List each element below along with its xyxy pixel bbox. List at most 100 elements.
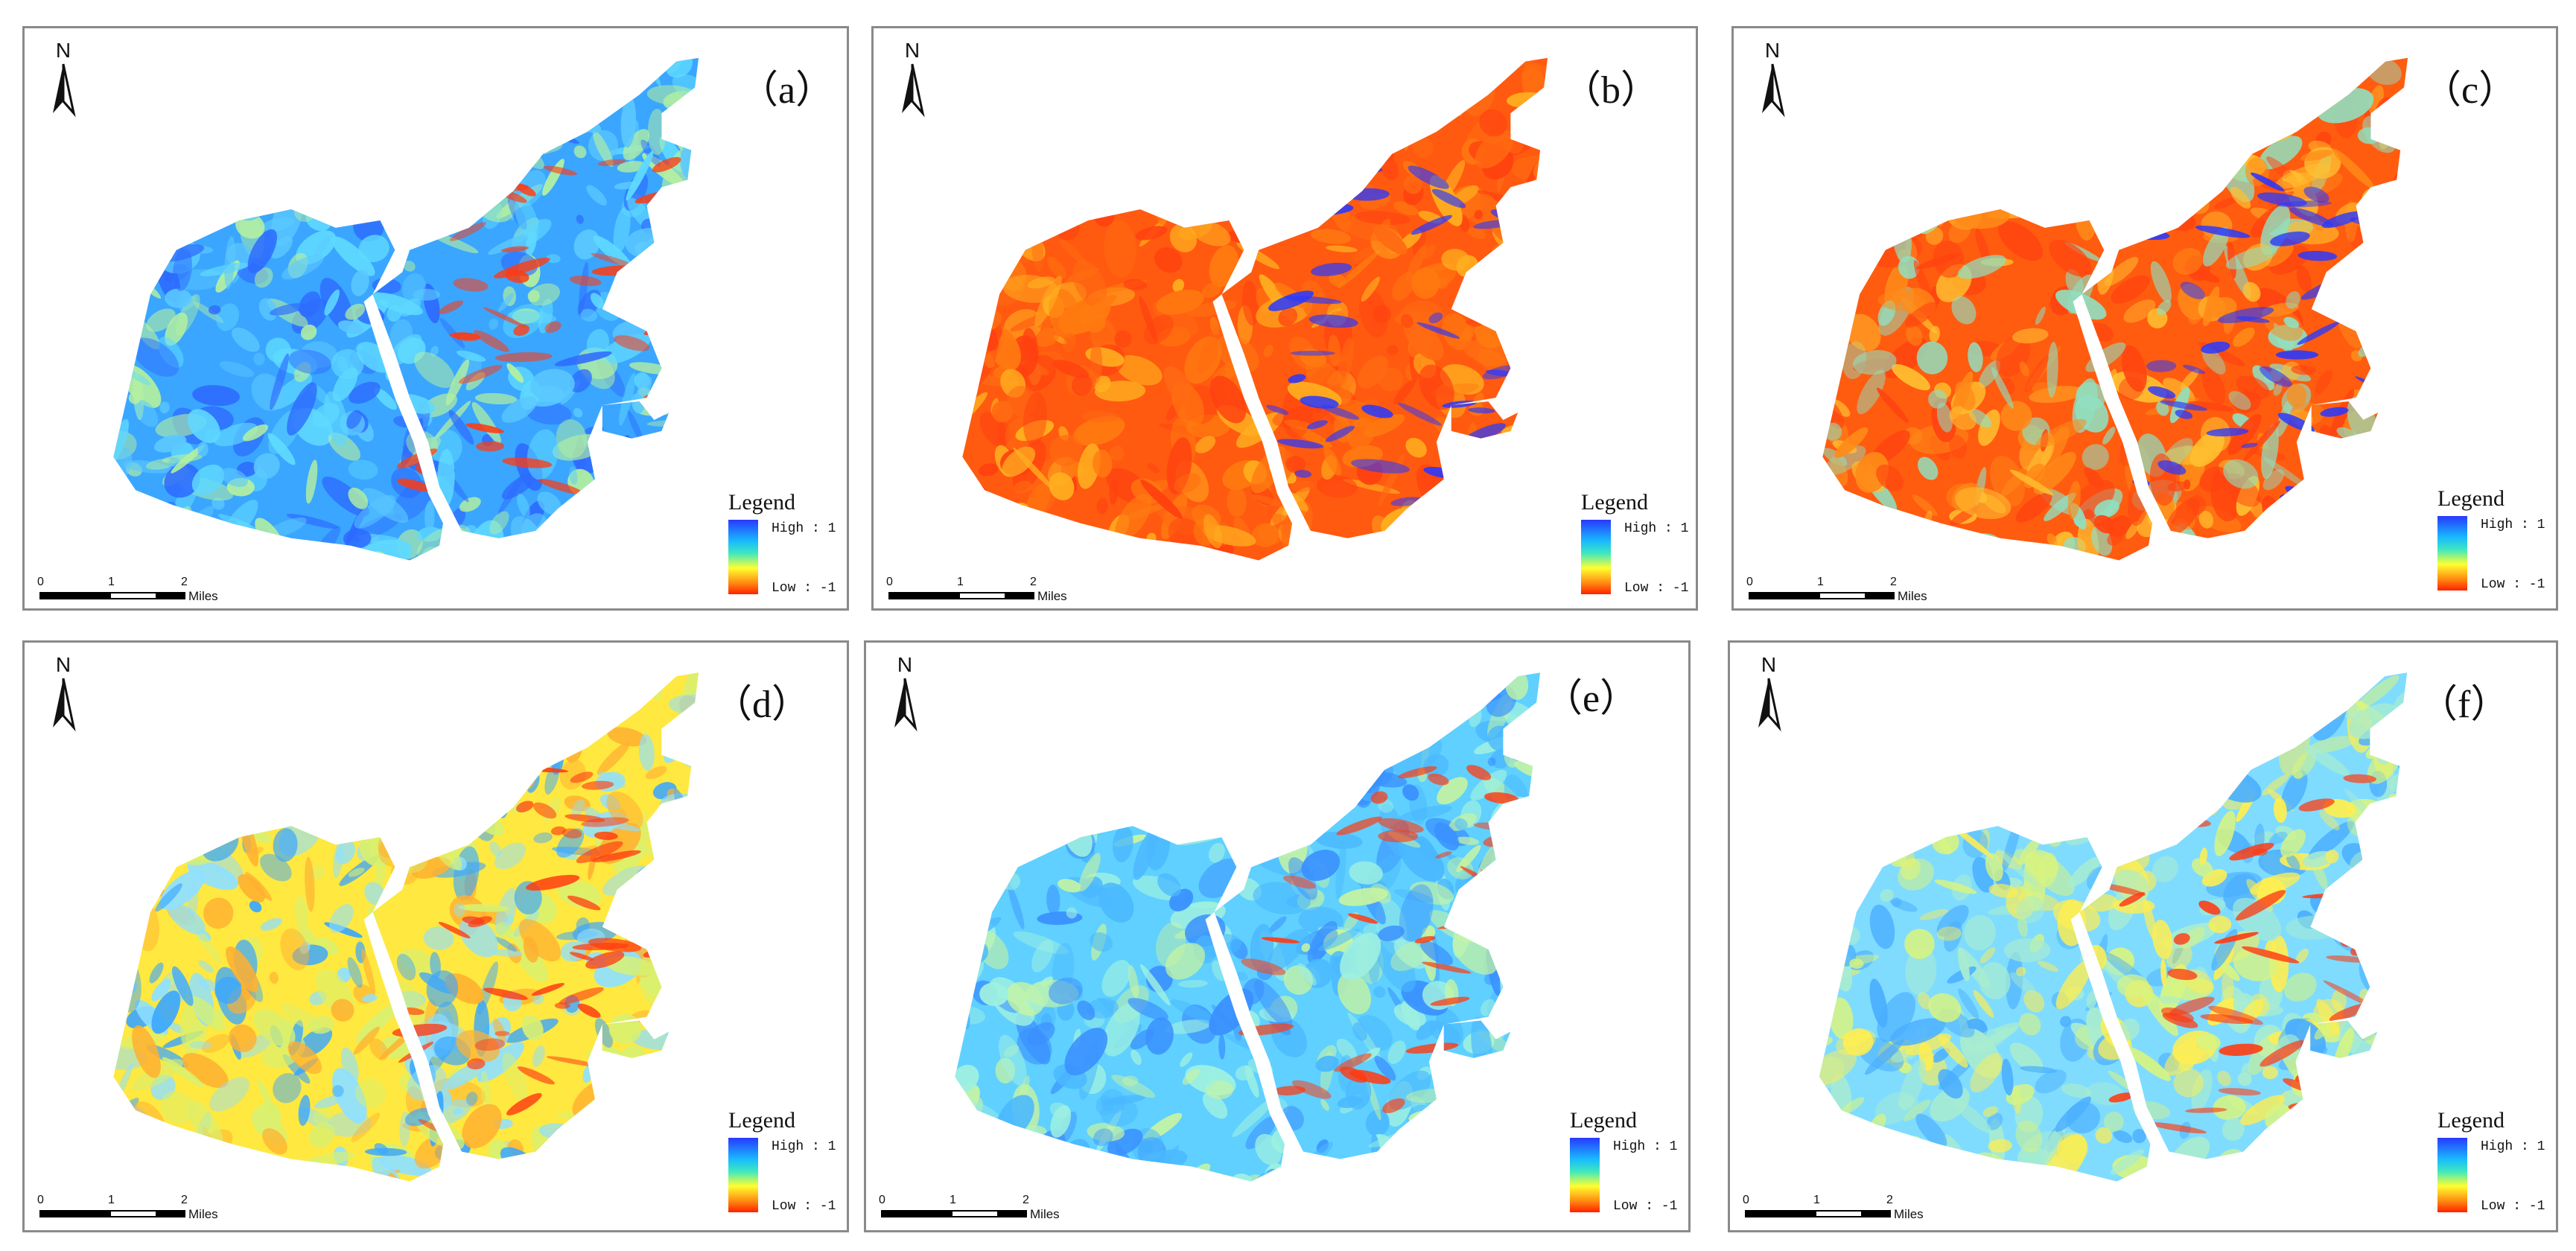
north-arrow-icon: N xyxy=(1746,653,1791,735)
scale-bar-segment-2 xyxy=(1819,592,1866,599)
legend: Legend High : 1 Low : -1 xyxy=(2437,486,2556,598)
panel-label: （d） xyxy=(713,684,811,726)
scale-bar-segment-1 xyxy=(1749,592,1820,599)
scale-tick-0: 0 xyxy=(37,576,44,588)
legend-high-label: High : 1 xyxy=(772,521,836,536)
scale-tick-0: 0 xyxy=(1743,1194,1749,1206)
land-raster xyxy=(1822,57,2408,561)
legend-low-label: Low : -1 xyxy=(772,581,836,596)
scale-bar: 0 1 2 Miles xyxy=(34,576,257,608)
scale-bar-segment-3 xyxy=(997,1210,1027,1217)
north-label: N xyxy=(1764,39,1781,62)
panel-label: （b） xyxy=(1562,69,1660,112)
north-label: N xyxy=(1761,653,1777,676)
north-label: N xyxy=(897,653,913,676)
legend-title: Legend xyxy=(728,490,795,515)
river-channel xyxy=(363,911,462,1159)
north-label: N xyxy=(904,39,920,62)
scale-tick-2: 2 xyxy=(1030,576,1037,588)
legend-low-label: Low : -1 xyxy=(2481,577,2545,592)
legend-color-ramp xyxy=(1581,520,1611,594)
river-channel xyxy=(363,294,462,538)
scale-tick-0: 0 xyxy=(1746,576,1753,588)
study-area-map xyxy=(113,672,699,1182)
legend-title: Legend xyxy=(728,1108,795,1133)
scale-bar-segment-2 xyxy=(109,592,157,599)
legend-high-label: High : 1 xyxy=(2481,1139,2545,1154)
legend-high-label: High : 1 xyxy=(2481,518,2545,532)
scale-bar-segment-1 xyxy=(39,592,111,599)
north-arrow-icon: N xyxy=(41,653,86,735)
study-area-map xyxy=(1822,57,2408,561)
land-raster xyxy=(113,672,699,1182)
map-panel-e: N （e） Legend High : 1 Low : -1 0 1 2 Mil… xyxy=(864,640,1691,1232)
scale-bar: 0 1 2 Miles xyxy=(882,576,1106,608)
scale-bar-segment-2 xyxy=(951,1210,999,1217)
legend-color-ramp xyxy=(2437,516,2467,591)
map-panel-f: N （f） Legend High : 1 Low : -1 0 1 2 Mil… xyxy=(1728,640,2558,1232)
north-arrow-icon: N xyxy=(1750,39,1795,121)
scale-tick-2: 2 xyxy=(1023,1194,1029,1206)
scale-bar: 0 1 2 Miles xyxy=(1743,576,1966,608)
scale-tick-1: 1 xyxy=(1817,576,1824,588)
north-arrow-icon: N xyxy=(882,653,927,735)
legend: Legend High : 1 Low : -1 xyxy=(2437,1108,2556,1220)
scale-bar-segment-3 xyxy=(156,1210,185,1217)
legend-color-ramp xyxy=(1570,1138,1600,1212)
legend-color-ramp xyxy=(728,520,758,594)
scale-tick-2: 2 xyxy=(1890,576,1897,588)
scale-unit: Miles xyxy=(1894,1207,1924,1221)
map-panel-d: N （d） Legend High : 1 Low : -1 0 1 2 Mil… xyxy=(22,640,849,1232)
scale-unit: Miles xyxy=(1030,1207,1060,1221)
scale-tick-2: 2 xyxy=(181,576,188,588)
study-area-map xyxy=(955,672,1541,1182)
scale-bar-segment-2 xyxy=(1815,1210,1863,1217)
river-channel xyxy=(1205,911,1303,1159)
scale-bar-segment-2 xyxy=(958,592,1006,599)
river-channel xyxy=(2073,294,2171,538)
study-area-map xyxy=(1819,672,2408,1182)
legend-low-label: Low : -1 xyxy=(2481,1199,2545,1214)
land-raster xyxy=(962,57,1548,561)
legend-color-ramp xyxy=(728,1138,758,1212)
scale-bar: 0 1 2 Miles xyxy=(875,1194,1098,1230)
north-arrow-icon: N xyxy=(890,39,935,121)
scale-bar-segment-1 xyxy=(888,592,960,599)
scale-tick-1: 1 xyxy=(950,1194,956,1206)
scale-tick-0: 0 xyxy=(886,576,893,588)
north-label: N xyxy=(55,39,71,62)
scale-tick-0: 0 xyxy=(879,1194,885,1206)
legend-title: Legend xyxy=(1581,490,1648,515)
legend-high-label: High : 1 xyxy=(1613,1139,1678,1154)
scale-unit: Miles xyxy=(1037,589,1067,603)
legend-color-ramp xyxy=(2437,1138,2467,1212)
scale-tick-2: 2 xyxy=(181,1194,188,1206)
legend-low-label: Low : -1 xyxy=(1613,1199,1678,1214)
scale-bar-segment-1 xyxy=(39,1210,111,1217)
land-raster xyxy=(1819,672,2408,1182)
scale-tick-0: 0 xyxy=(37,1194,44,1206)
legend-high-label: High : 1 xyxy=(1624,521,1689,536)
scale-bar-segment-3 xyxy=(1005,592,1034,599)
panel-label: （c） xyxy=(2423,69,2518,112)
legend-title: Legend xyxy=(2437,1108,2505,1133)
scale-bar-segment-3 xyxy=(156,592,185,599)
map-panel-a: N （a） Legend High : 1 Low : -1 0 1 2 Mil… xyxy=(22,26,849,611)
legend-low-label: Low : -1 xyxy=(772,1199,836,1214)
legend-title: Legend xyxy=(1570,1108,1637,1133)
north-arrow-icon: N xyxy=(41,39,86,121)
legend: Legend High : 1 Low : -1 xyxy=(728,490,847,602)
scale-tick-1: 1 xyxy=(1813,1194,1820,1206)
legend-high-label: High : 1 xyxy=(772,1139,836,1154)
map-panel-b: N （b） Legend High : 1 Low : -1 0 1 2 Mil… xyxy=(871,26,1698,611)
scale-tick-2: 2 xyxy=(1886,1194,1893,1206)
scale-unit: Miles xyxy=(188,589,218,603)
river-channel xyxy=(2070,911,2169,1159)
scale-unit: Miles xyxy=(1898,589,1927,603)
legend: Legend High : 1 Low : -1 xyxy=(1581,490,1696,602)
panel-label: （f） xyxy=(2419,684,2510,726)
scale-tick-1: 1 xyxy=(108,576,115,588)
north-label: N xyxy=(55,653,71,676)
scale-bar-segment-2 xyxy=(109,1210,157,1217)
legend-title: Legend xyxy=(2437,486,2505,511)
